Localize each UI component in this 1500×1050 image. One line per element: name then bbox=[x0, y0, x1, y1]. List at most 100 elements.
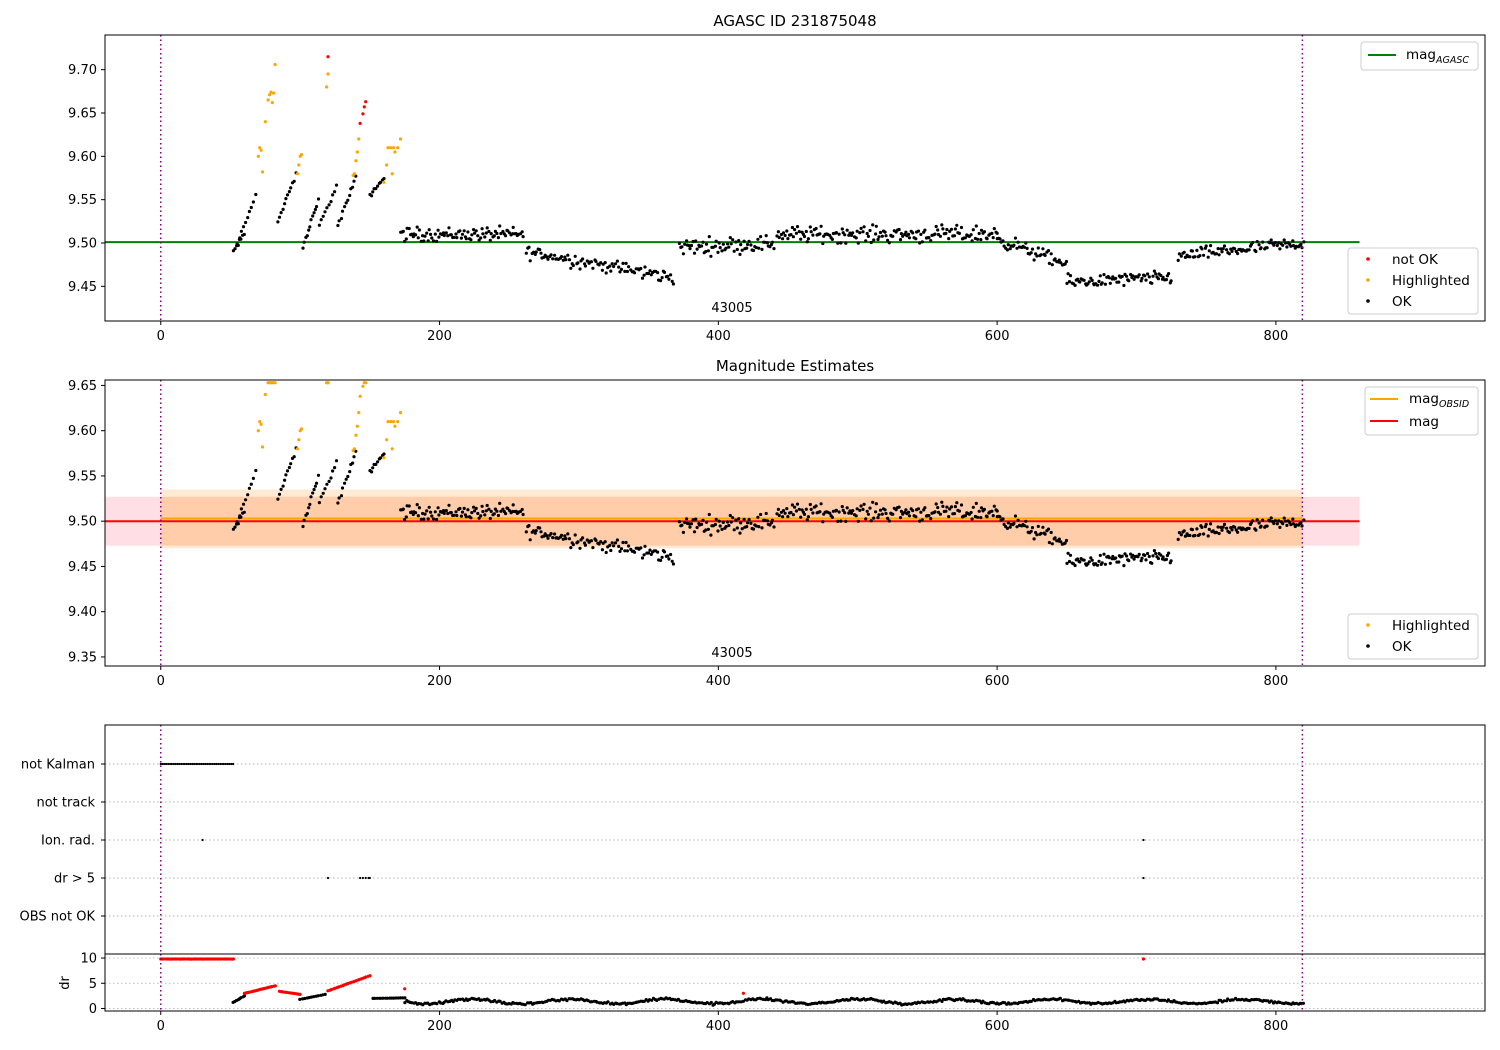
ok-point bbox=[760, 247, 764, 251]
legend-marker-highlighted bbox=[1366, 278, 1370, 282]
ok-point bbox=[458, 506, 462, 511]
ok-point bbox=[706, 249, 711, 253]
highlighted-point bbox=[263, 392, 267, 397]
ok-point bbox=[281, 207, 285, 211]
ok-point bbox=[751, 527, 756, 531]
ok-point bbox=[957, 509, 962, 513]
ok-point bbox=[938, 512, 943, 516]
ok-point bbox=[640, 276, 645, 280]
x-tick-label: 400 bbox=[706, 329, 731, 344]
dr-point bbox=[723, 1001, 727, 1005]
ok-point bbox=[959, 503, 964, 507]
ok-point bbox=[656, 550, 660, 554]
highlighted-point bbox=[393, 150, 397, 154]
ok-point bbox=[1257, 243, 1261, 247]
dr-point bbox=[316, 994, 320, 998]
ok-point bbox=[856, 519, 860, 523]
ok-point bbox=[1076, 277, 1080, 281]
ok-point bbox=[442, 511, 446, 515]
ok-point bbox=[868, 228, 872, 233]
ok-point bbox=[532, 250, 536, 254]
ok-point bbox=[995, 509, 999, 513]
ok-point bbox=[971, 505, 975, 509]
flag-category-label: OBS not OK bbox=[20, 910, 96, 925]
ok-point bbox=[936, 228, 940, 232]
highlighted-point bbox=[273, 62, 277, 67]
ok-point bbox=[374, 462, 378, 466]
ok-point bbox=[1139, 279, 1143, 283]
dr-point bbox=[242, 994, 247, 998]
ok-point bbox=[884, 234, 888, 238]
panel-agasc-magnitude: AGASC ID 231875048 43005 0 200 400 600 800 9.… bbox=[68, 12, 1486, 344]
dr-point bbox=[435, 1002, 439, 1006]
ok-point bbox=[571, 263, 575, 268]
y-tick-label: 9.50 bbox=[68, 515, 97, 530]
ok-point bbox=[625, 549, 630, 553]
ok-point bbox=[1147, 554, 1151, 559]
ok-point bbox=[1036, 246, 1040, 250]
ok-point bbox=[789, 233, 793, 237]
ok-point bbox=[764, 234, 768, 238]
ok-point bbox=[1012, 521, 1016, 526]
ok-point bbox=[639, 546, 643, 550]
flag-event-point bbox=[213, 762, 216, 766]
ok-point bbox=[742, 239, 746, 243]
ok-point bbox=[757, 525, 761, 529]
ok-point bbox=[1127, 279, 1131, 283]
ok-point bbox=[317, 501, 321, 505]
ok-point bbox=[808, 225, 812, 229]
ok-point bbox=[608, 543, 612, 548]
ok-point bbox=[283, 202, 287, 206]
ok-point bbox=[794, 231, 799, 235]
ok-point bbox=[785, 229, 789, 233]
ok-point bbox=[1169, 279, 1173, 283]
ok-point bbox=[283, 478, 287, 482]
ok-point bbox=[1047, 261, 1051, 265]
legend-box bbox=[1347, 247, 1479, 315]
x-tick-label: 200 bbox=[427, 1019, 452, 1034]
dr-point bbox=[1191, 1001, 1196, 1005]
ok-point bbox=[1161, 555, 1165, 559]
dr-point bbox=[928, 1000, 933, 1004]
ok-point bbox=[374, 187, 378, 191]
ok-point bbox=[619, 547, 624, 551]
ok-point bbox=[848, 231, 852, 235]
ok-point bbox=[524, 251, 528, 255]
ok-point bbox=[904, 508, 908, 512]
ok-point bbox=[871, 500, 875, 504]
ok-point bbox=[1067, 559, 1072, 564]
ok-point bbox=[756, 515, 760, 519]
dr-point bbox=[498, 999, 502, 1003]
ok-point bbox=[1111, 554, 1115, 559]
ok-point bbox=[963, 514, 968, 518]
ok-point bbox=[307, 506, 311, 510]
ok-point bbox=[1169, 559, 1173, 563]
ok-point bbox=[1095, 283, 1100, 287]
ok-point bbox=[685, 239, 689, 243]
ok-point bbox=[244, 498, 248, 502]
ok-point bbox=[729, 242, 733, 246]
flag-event-point bbox=[183, 762, 186, 766]
ok-point bbox=[1041, 525, 1045, 529]
ok-point bbox=[1255, 240, 1259, 244]
ok-point bbox=[1259, 246, 1263, 250]
ok-point bbox=[435, 517, 439, 522]
highlighted-point bbox=[358, 394, 362, 398]
ok-point bbox=[713, 522, 718, 527]
ok-point bbox=[969, 233, 973, 237]
flag-event-point bbox=[209, 762, 212, 766]
flag-event-point bbox=[217, 762, 220, 766]
ok-point bbox=[1283, 241, 1288, 245]
ok-point bbox=[945, 227, 949, 232]
ok-point bbox=[534, 250, 538, 254]
flag-event-point bbox=[206, 762, 209, 766]
highlighted-point bbox=[382, 180, 386, 184]
ok-point bbox=[940, 500, 944, 504]
ok-point bbox=[563, 255, 567, 259]
ok-point bbox=[313, 207, 317, 212]
ok-point bbox=[818, 510, 822, 514]
ok-point bbox=[573, 254, 577, 258]
ok-point bbox=[504, 511, 508, 516]
ok-point bbox=[1049, 530, 1053, 535]
ok-point bbox=[795, 225, 800, 229]
